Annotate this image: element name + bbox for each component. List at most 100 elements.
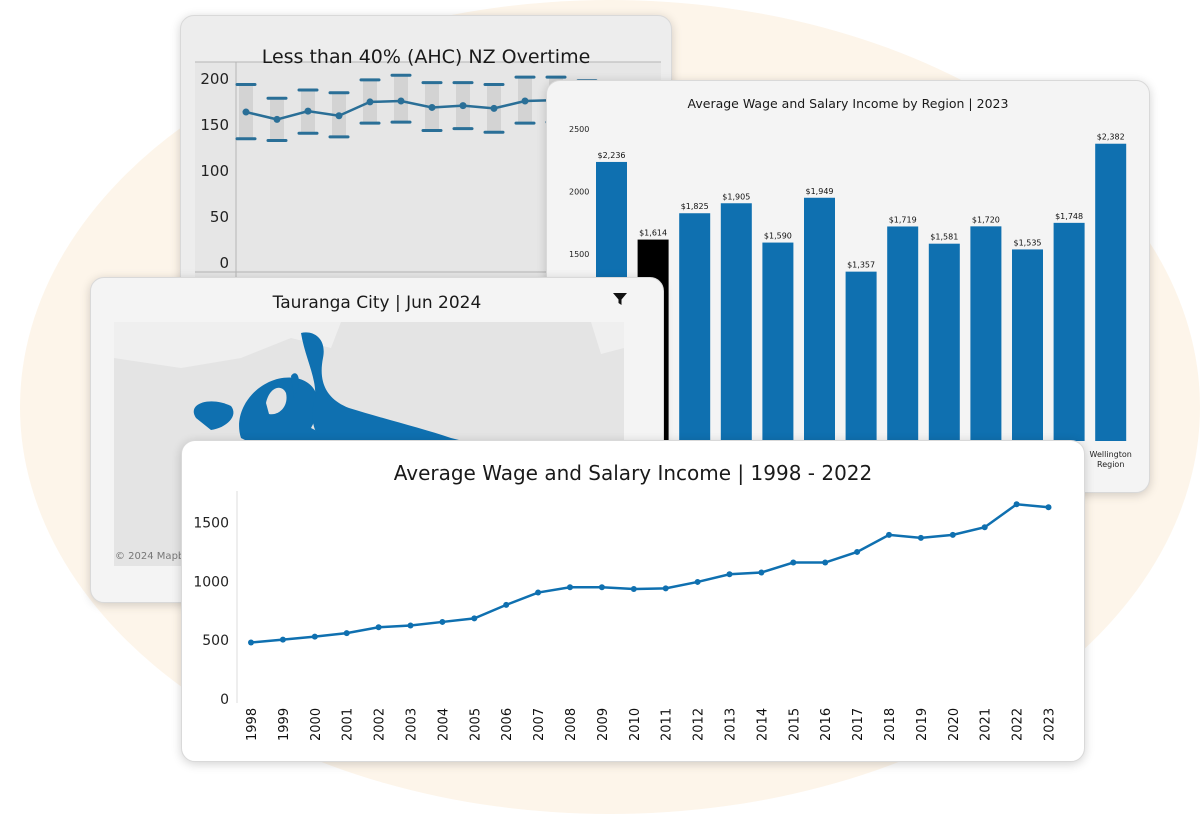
region-bar (804, 197, 835, 441)
line-x-tick: 2010 (628, 708, 643, 741)
income-point (886, 531, 892, 538)
line-x-tick: 2002 (373, 708, 388, 741)
poverty-y-tick: 100 (200, 162, 229, 180)
region-bar-label: $1,720 (972, 215, 1000, 224)
region-bar (720, 203, 752, 441)
line-x-tick: 2007 (532, 708, 547, 741)
region-bar (845, 271, 877, 441)
line-x-tick: 2014 (755, 708, 770, 741)
income-point (758, 569, 765, 576)
line-x-tick: 2012 (692, 708, 707, 741)
region-bar-label: $1,825 (681, 202, 709, 211)
income-point (343, 630, 350, 637)
poverty-point (521, 97, 529, 105)
map-region-mount (301, 332, 471, 448)
region-bar-label: $1,719 (889, 215, 917, 224)
line-y-tick: 1500 (193, 516, 229, 532)
line-x-tick: 2015 (787, 708, 802, 741)
poverty-point (459, 102, 467, 110)
line-x-tick: 2005 (468, 708, 483, 741)
poverty-point (242, 108, 250, 116)
filter-icon[interactable] (613, 292, 627, 306)
income-point (375, 624, 382, 631)
region-bar-label: $1,590 (764, 232, 792, 241)
line-x-tick: 2017 (851, 708, 866, 741)
line-x-tick: 1999 (277, 708, 292, 741)
income-point (917, 534, 924, 541)
poverty-point (335, 112, 343, 120)
income-point (471, 615, 478, 622)
income-point (854, 548, 861, 555)
income-point (598, 584, 605, 591)
region-bar (1095, 143, 1127, 442)
line-chart-title: Average Wage and Salary Income | 1998 - … (393, 461, 873, 485)
region-bar (1053, 222, 1085, 441)
map-credit: © 2024 Mapb (115, 551, 185, 562)
income-point (630, 586, 637, 592)
line-y-tick: 0 (220, 692, 229, 708)
income-point (567, 584, 573, 591)
income-point (662, 585, 669, 592)
income-line-chart-card[interactable]: Average Wage and Salary Income | 1998 - … (181, 440, 1085, 762)
line-x-tick: 2004 (436, 708, 451, 741)
line-x-tick: 2000 (309, 708, 324, 741)
region-bar-label: $2,382 (1097, 133, 1125, 142)
income-point (279, 636, 286, 643)
income-series-line (250, 503, 1049, 644)
region-bar-label: $1,535 (1014, 238, 1042, 247)
region-bar-label: $1,905 (722, 192, 750, 201)
line-x-tick: 2011 (660, 708, 675, 741)
line-x-tick: 1998 (245, 708, 260, 741)
region-bar (1012, 249, 1043, 441)
region-bar (887, 226, 919, 441)
line-x-tick: 2009 (596, 708, 611, 741)
poverty-point (366, 98, 374, 106)
poverty-y-tick: 0 (219, 254, 229, 272)
region-bar-label: $1,748 (1055, 212, 1083, 221)
region-bar-label: $2,236 (598, 151, 626, 160)
region-bar (928, 243, 960, 441)
income-point (1013, 501, 1020, 508)
income-point (503, 601, 510, 608)
region-category-label: Region (1097, 460, 1124, 469)
poverty-point (397, 97, 405, 105)
region-bar (679, 213, 711, 441)
region-bar (970, 226, 1002, 441)
poverty-y-tick: 50 (210, 208, 229, 226)
line-x-tick: 2019 (915, 708, 930, 741)
poverty-y-tick: 200 (200, 70, 229, 88)
line-x-tick: 2001 (341, 708, 356, 741)
map-title: Tauranga City | Jun 2024 (272, 293, 482, 313)
region-bar-label: $1,581 (930, 233, 958, 242)
line-x-tick: 2006 (500, 708, 515, 741)
income-point (949, 531, 956, 538)
line-x-tick: 2016 (819, 708, 834, 741)
income-point (248, 639, 254, 646)
income-point (981, 524, 988, 531)
poverty-y-tick: 150 (200, 116, 229, 134)
line-y-tick: 500 (202, 633, 229, 649)
region-chart-title: Average Wage and Salary Income by Region… (687, 96, 1009, 111)
income-point (439, 618, 446, 625)
income-point (694, 578, 701, 585)
line-x-tick: 2022 (1011, 708, 1026, 741)
income-point (1045, 504, 1052, 511)
line-x-tick: 2013 (724, 708, 739, 741)
line-x-tick: 2018 (883, 708, 898, 741)
income-point (535, 589, 542, 596)
income-point (311, 633, 318, 640)
map-region-islet (193, 401, 234, 430)
region-bar-label: $1,357 (847, 261, 875, 270)
region-y-tick: 2500 (569, 125, 589, 134)
region-y-tick: 1500 (569, 250, 589, 259)
line-x-tick: 2020 (947, 708, 962, 741)
poverty-point (428, 103, 436, 111)
income-point (726, 571, 733, 578)
line-x-tick: 2008 (564, 708, 579, 741)
line-x-tick: 2023 (1043, 708, 1058, 741)
region-y-tick: 2000 (569, 187, 589, 196)
income-point (407, 622, 414, 629)
poverty-point (273, 115, 281, 123)
region-bar-label: $1,614 (639, 229, 667, 238)
line-x-tick: 2003 (405, 708, 420, 741)
